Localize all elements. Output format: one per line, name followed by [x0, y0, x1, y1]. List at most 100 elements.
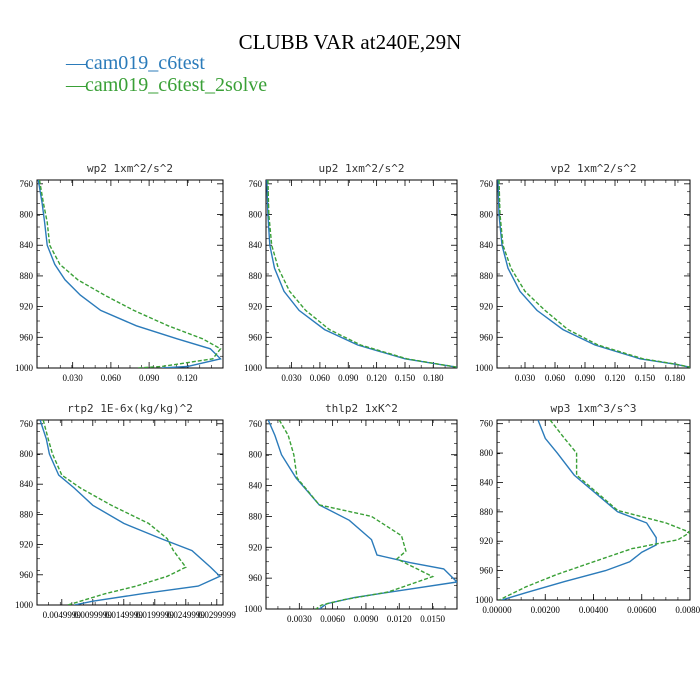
y-tick-label: 960	[20, 332, 34, 342]
series-line-c6test	[39, 420, 222, 605]
y-tick-label: 1000	[244, 604, 263, 614]
y-tick-label: 840	[480, 477, 494, 487]
x-tick-label: 0.0150	[420, 614, 445, 624]
panel-title: up2 1xm^2/s^2	[318, 162, 404, 175]
y-tick-label: 840	[480, 240, 494, 250]
x-tick-label: 0.090	[575, 373, 596, 383]
x-tick-label: 0.120	[605, 373, 626, 383]
figure-title: CLUBB VAR at240E,29N	[238, 30, 462, 54]
x-tick-label: 0.030	[515, 373, 536, 383]
panel-title: rtp2 1E-6x(kg/kg)^2	[67, 402, 193, 415]
legend-entry-c6test: — cam019_c6test	[66, 52, 205, 74]
y-tick-label: 960	[20, 570, 34, 580]
legend-label: cam019_c6test_2solve	[85, 74, 268, 96]
y-tick-label: 760	[480, 179, 494, 189]
x-tick-label: 0.0299999	[198, 610, 237, 620]
y-tick-label: 880	[249, 511, 263, 521]
x-tick-label: 0.0149999	[105, 610, 144, 620]
panel-title: wp2 1xm^2/s^2	[87, 162, 173, 175]
series-line-c6test	[497, 180, 690, 368]
x-tick-label: 0.0049999	[43, 610, 82, 620]
y-tick-label: 920	[480, 536, 494, 546]
y-tick-label: 960	[480, 566, 494, 576]
x-tick-label: 0.0199999	[136, 610, 175, 620]
x-tick-label: 0.0099999	[74, 610, 113, 620]
plot-frame	[36, 419, 224, 606]
y-tick-label: 1000	[475, 595, 494, 605]
y-tick-label: 1000	[244, 363, 263, 373]
y-tick-label: 960	[249, 332, 263, 342]
x-tick-label: 0.180	[665, 373, 686, 383]
y-tick-label: 880	[20, 271, 34, 281]
panel-title: wp3 1xm^3/s^3	[550, 402, 636, 415]
y-tick-label: 1000	[475, 363, 494, 373]
panel-title: vp2 1xm^2/s^2	[550, 162, 636, 175]
y-tick-label: 760	[249, 179, 263, 189]
legend-entry-c6test-2solve: — cam019_c6test_2solve	[66, 74, 267, 96]
series-line-c6test-2solve	[267, 180, 457, 368]
x-tick-label: 0.180	[423, 373, 444, 383]
x-tick-label: 0.00400	[579, 605, 609, 615]
x-tick-label: 0.00800	[675, 605, 700, 615]
y-tick-label: 880	[20, 509, 34, 519]
panel-1: up2 1xm^2/s^2 0.030 0.060 0.090 0.120 0.150 0.…	[244, 162, 458, 383]
plot-frame	[36, 179, 224, 369]
series-line-c6test	[501, 420, 657, 600]
y-tick-label: 760	[20, 179, 34, 189]
x-tick-label: 0.00200	[531, 605, 561, 615]
x-tick-label: 0.030	[63, 373, 84, 383]
x-tick-label: 0.00000	[482, 605, 512, 615]
y-tick-label: 920	[20, 540, 34, 550]
x-tick-label: 0.0030	[287, 614, 312, 624]
x-tick-label: 0.0090	[354, 614, 379, 624]
y-tick-label: 960	[480, 332, 494, 342]
x-tick-label: 0.0120	[387, 614, 412, 624]
y-tick-label: 840	[249, 481, 263, 491]
y-tick-label: 920	[480, 302, 494, 312]
panel-2: vp2 1xm^2/s^2 0.030 0.060 0.090 0.120 0.150 0.…	[475, 162, 691, 383]
y-tick-label: 800	[480, 448, 494, 458]
series-line-c6test-2solve	[278, 420, 435, 609]
x-tick-label: 0.090	[338, 373, 359, 383]
x-tick-label: 0.0060	[320, 614, 345, 624]
y-tick-label: 800	[20, 449, 34, 459]
y-tick-label: 760	[20, 419, 34, 429]
legend-label: cam019_c6test	[85, 52, 205, 74]
y-tick-label: 800	[480, 210, 494, 220]
x-tick-label: 0.120	[367, 373, 388, 383]
y-tick-label: 840	[20, 240, 34, 250]
plot-frame	[496, 179, 691, 369]
series-line-c6test	[37, 180, 222, 368]
panel-0: wp2 1xm^2/s^2 0.030 0.060 0.090 0.120 760 800 8…	[15, 162, 224, 383]
y-tick-label: 760	[480, 419, 494, 429]
series-line-c6test-2solve	[498, 180, 690, 368]
series-line-c6test-2solve	[499, 420, 690, 600]
panel-4: thlp2 1xK^2 0.0030 0.0060 0.0090 0.0120 0.015…	[244, 402, 458, 624]
y-tick-label: 920	[249, 542, 263, 552]
series-line-c6test-2solve	[42, 420, 187, 605]
series-line-c6test	[266, 180, 457, 368]
x-tick-label: 0.090	[139, 373, 160, 383]
plot-frame	[265, 179, 458, 369]
x-tick-label: 0.030	[281, 373, 302, 383]
y-tick-label: 840	[20, 479, 34, 489]
x-tick-label: 0.150	[395, 373, 416, 383]
y-tick-label: 880	[249, 271, 263, 281]
y-tick-label: 880	[480, 271, 494, 281]
y-tick-label: 880	[480, 507, 494, 517]
x-tick-label: 0.0249999	[167, 610, 206, 620]
y-tick-label: 960	[249, 573, 263, 583]
y-tick-label: 760	[249, 419, 263, 429]
panel-title: thlp2 1xK^2	[325, 402, 398, 415]
y-tick-label: 1000	[15, 600, 34, 610]
panel-3: rtp2 1E-6x(kg/kg)^20.00499990.00999990.0…	[15, 402, 236, 620]
series-line-c6test	[267, 420, 457, 609]
y-tick-label: 840	[249, 240, 263, 250]
y-tick-label: 920	[249, 302, 263, 312]
plot-frame	[496, 419, 691, 601]
y-tick-label: 800	[249, 450, 263, 460]
series-line-c6test-2solve	[38, 180, 222, 368]
x-tick-label: 0.060	[310, 373, 331, 383]
y-tick-label: 800	[20, 210, 34, 220]
